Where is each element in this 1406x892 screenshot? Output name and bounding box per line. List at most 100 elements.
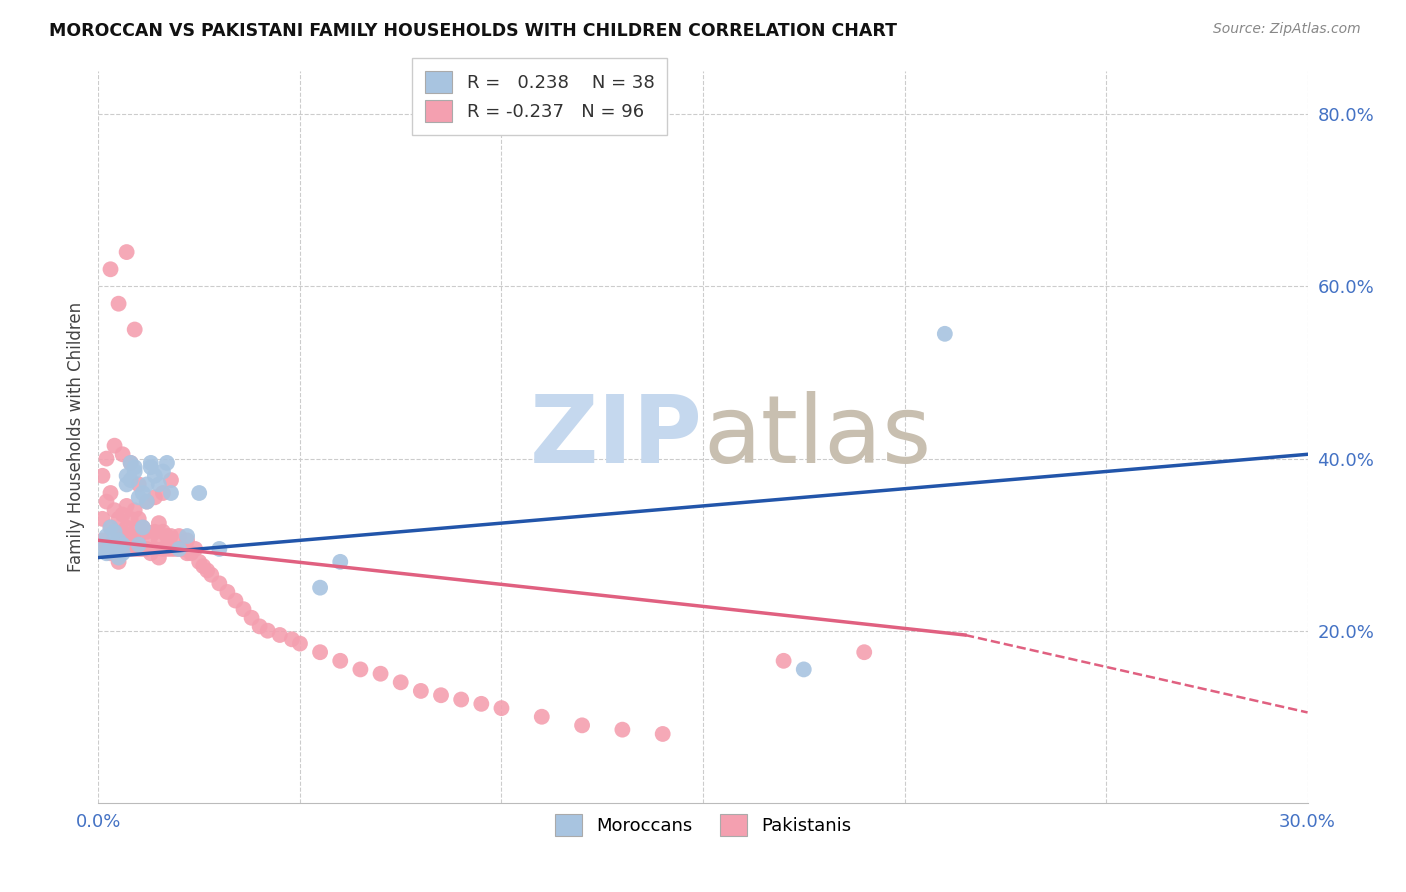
Point <box>103 541 125 556</box>
Point <box>100 538 122 552</box>
Text: MOROCCAN VS PAKISTANI FAMILY HOUSEHOLDS WITH CHILDREN CORRELATION CHART: MOROCCAN VS PAKISTANI FAMILY HOUSEHOLDS … <box>49 22 897 40</box>
Point <box>160 473 183 487</box>
Point <box>160 486 183 500</box>
Point <box>163 541 186 556</box>
Point <box>156 541 179 556</box>
Point <box>124 322 146 336</box>
Point <box>111 508 134 522</box>
Point <box>167 529 190 543</box>
Point <box>100 546 122 560</box>
Point <box>111 447 134 461</box>
Point <box>612 723 634 737</box>
Point <box>91 468 114 483</box>
Point <box>107 555 129 569</box>
Point <box>256 624 278 638</box>
Point <box>143 491 166 505</box>
Point <box>103 439 125 453</box>
Point <box>188 486 211 500</box>
Point <box>530 710 553 724</box>
Point <box>100 262 122 277</box>
Point <box>176 533 198 548</box>
Point <box>139 546 162 560</box>
Point <box>152 486 174 500</box>
Point <box>96 529 118 543</box>
Point <box>139 529 162 543</box>
Point <box>100 486 122 500</box>
Point <box>120 456 142 470</box>
Point <box>156 456 179 470</box>
Point <box>232 602 254 616</box>
Point <box>152 465 174 479</box>
Point <box>160 541 183 556</box>
Point <box>124 541 146 556</box>
Point <box>135 494 157 508</box>
Point <box>208 541 231 556</box>
Point <box>329 555 352 569</box>
Point <box>96 546 118 560</box>
Point <box>107 529 129 543</box>
Y-axis label: Family Households with Children: Family Households with Children <box>66 302 84 572</box>
Point <box>132 520 155 534</box>
Point <box>124 524 146 539</box>
Point <box>853 645 876 659</box>
Point <box>152 524 174 539</box>
Point <box>793 662 815 676</box>
Point <box>148 516 170 530</box>
Point <box>115 520 138 534</box>
Point <box>96 541 118 556</box>
Point <box>152 541 174 556</box>
Point <box>115 477 138 491</box>
Point <box>200 567 222 582</box>
Point <box>370 666 392 681</box>
Text: atlas: atlas <box>703 391 931 483</box>
Point <box>100 520 122 534</box>
Point <box>107 533 129 548</box>
Point <box>409 684 432 698</box>
Text: Source: ZipAtlas.com: Source: ZipAtlas.com <box>1213 22 1361 37</box>
Point <box>156 529 179 543</box>
Point <box>103 524 125 539</box>
Point <box>111 538 134 552</box>
Point <box>139 460 162 475</box>
Point <box>111 546 134 560</box>
Point <box>148 477 170 491</box>
Point <box>103 538 125 552</box>
Point <box>128 512 150 526</box>
Point <box>934 326 956 341</box>
Point <box>128 541 150 556</box>
Point <box>217 585 239 599</box>
Point <box>111 541 134 556</box>
Point <box>172 541 194 556</box>
Point <box>135 477 157 491</box>
Point <box>135 524 157 539</box>
Point <box>107 512 129 526</box>
Point <box>128 491 150 505</box>
Point <box>188 555 211 569</box>
Point <box>115 468 138 483</box>
Point <box>128 538 150 552</box>
Point <box>249 619 271 633</box>
Point <box>571 718 593 732</box>
Point <box>389 675 412 690</box>
Point <box>651 727 673 741</box>
Point <box>100 520 122 534</box>
Point <box>240 611 263 625</box>
Point <box>288 637 311 651</box>
Point <box>281 632 304 647</box>
Point <box>135 541 157 556</box>
Point <box>120 541 142 556</box>
Point <box>309 645 332 659</box>
Point <box>180 546 202 560</box>
Point <box>772 654 794 668</box>
Point <box>224 593 246 607</box>
Point <box>143 541 166 556</box>
Point <box>120 456 142 470</box>
Point <box>124 465 146 479</box>
Point <box>450 692 472 706</box>
Point <box>309 581 332 595</box>
Point <box>91 533 114 548</box>
Point <box>124 460 146 475</box>
Point <box>96 494 118 508</box>
Point <box>184 541 207 556</box>
Point <box>111 524 134 539</box>
